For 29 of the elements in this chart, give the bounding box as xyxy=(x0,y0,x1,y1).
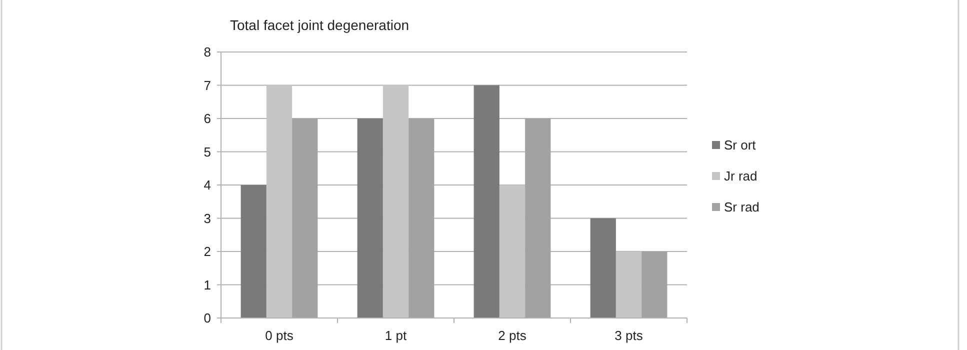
y-tick-label: 7 xyxy=(204,78,211,93)
y-tick-label: 2 xyxy=(204,244,211,260)
bar xyxy=(525,118,551,318)
x-tick-label: 0 pts xyxy=(265,328,294,343)
chart-title: Total facet joint degeneration xyxy=(230,17,410,33)
x-tick-label: 1 pt xyxy=(384,328,407,343)
bar xyxy=(499,185,526,318)
bar xyxy=(357,118,383,318)
y-tick-label: 8 xyxy=(204,44,211,60)
bar xyxy=(616,252,642,318)
legend-label: Sr ort xyxy=(724,138,756,153)
bar xyxy=(240,185,266,318)
y-tick-label: 3 xyxy=(204,210,211,226)
x-tick-label: 2 pts xyxy=(498,328,527,343)
bar xyxy=(590,218,616,318)
bar xyxy=(474,85,500,318)
bar xyxy=(266,85,292,318)
legend-label: Jr rad xyxy=(724,168,758,184)
legend-label: Sr rad xyxy=(724,200,760,215)
bar xyxy=(408,118,434,318)
y-tick-label: 0 xyxy=(204,310,211,326)
bar xyxy=(642,252,668,318)
bar xyxy=(292,118,318,318)
x-tick-label: 3 pts xyxy=(614,328,644,343)
y-tick-label: 4 xyxy=(204,178,211,193)
y-tick-label: 5 xyxy=(204,144,211,160)
y-tick-label: 6 xyxy=(204,111,211,126)
bar xyxy=(382,85,409,318)
y-tick-label: 1 xyxy=(204,277,211,292)
